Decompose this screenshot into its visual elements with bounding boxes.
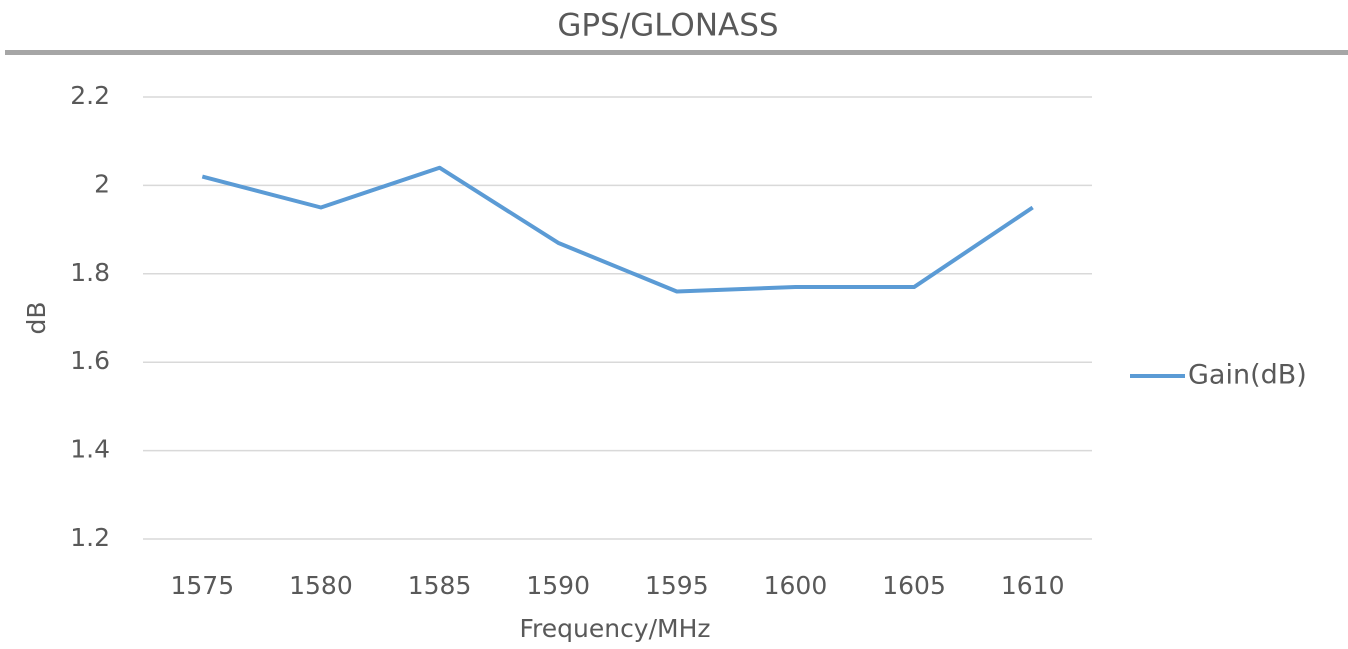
x-tick-label: 1610	[1001, 571, 1065, 600]
x-tick-label: 1605	[882, 571, 946, 600]
y-tick-label: 1.6	[70, 346, 110, 375]
y-tick-label: 2	[94, 169, 110, 198]
legend-label: Gain(dB)	[1188, 360, 1307, 391]
x-tick-label: 1600	[764, 571, 828, 600]
x-tick-label: 1590	[526, 571, 590, 600]
y-tick-label: 1.8	[70, 258, 110, 287]
chart-title: GPS/GLONASS	[557, 8, 778, 44]
x-tick-label: 1575	[171, 571, 235, 600]
line	[201, 165, 1034, 294]
y-axis-label: dB	[22, 301, 51, 334]
x-axis-label: Frequency/MHz	[519, 614, 710, 643]
title-rule	[5, 50, 1348, 55]
y-tick-label: 2.2	[70, 81, 110, 110]
x-tick-label: 1580	[289, 571, 353, 600]
y-tick-label: 1.4	[70, 435, 110, 464]
x-tick-label: 1585	[408, 571, 472, 600]
x-tick-label: 1595	[645, 571, 709, 600]
y-tick-label: 1.2	[70, 523, 110, 552]
